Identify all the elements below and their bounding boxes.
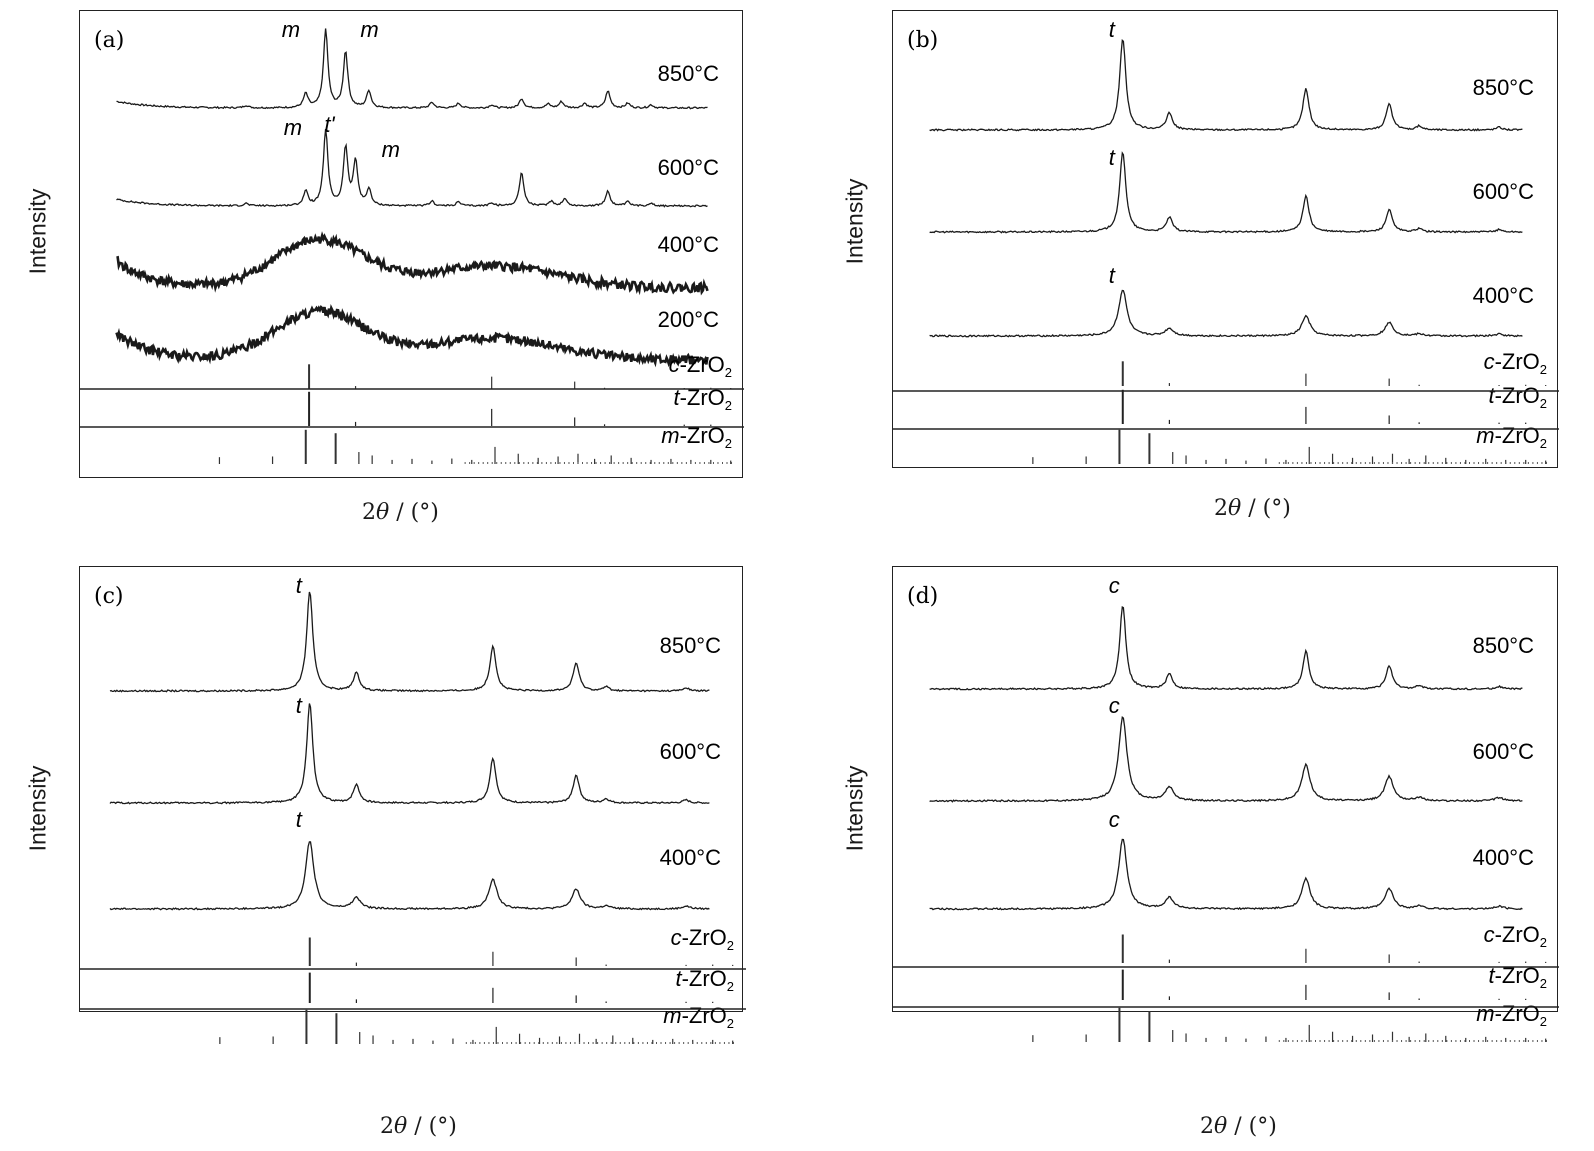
plot-frame-a: (a) 850°C m m 600°C m t' m 400°C 200°C c-ZrO2 t-ZrO… (79, 10, 744, 478)
reference-label: c-ZrO2 (669, 352, 732, 380)
peak-label: m (282, 17, 300, 42)
y-axis-label: Intensity (24, 765, 51, 852)
peak-label: m (360, 17, 378, 42)
panel-label: (b) (907, 28, 938, 53)
series-3-trace (116, 231, 709, 296)
peak-label: t (1109, 17, 1116, 42)
series-1-trace (929, 38, 1523, 132)
series-2-trace (109, 703, 710, 805)
series-label: 600°C (1473, 739, 1535, 764)
series-label: 400°C (658, 232, 720, 257)
y-axis-label: Intensity (24, 188, 51, 275)
peak-label: t (1109, 263, 1116, 288)
peak-label: t (296, 693, 303, 718)
panel-label: (c) (94, 584, 124, 609)
x-axis-label: 2θ / (°) (380, 1114, 457, 1139)
x-axis-label: 2θ / (°) (1200, 1114, 1277, 1139)
peak-label: t (296, 573, 303, 598)
series-label: 850°C (1473, 633, 1535, 658)
xrd-plot-c: (c) 850°C t 600°C t 400°C t c-ZrO2 t-ZrO2 m-ZrO2 (80, 573, 746, 1044)
plot-frame-b: (b) 850°C t 600°C t 400°C t c-ZrO2 t-ZrO2 m-ZrO2 (892, 10, 1559, 468)
plot-frame-d: (d) 850°C c 600°C c 400°C c c-ZrO2 t-ZrO2 m-ZrO2 (892, 566, 1559, 1042)
xrd-plot-b: (b) 850°C t 600°C t 400°C t c-ZrO2 t-ZrO2 m-ZrO2 (893, 17, 1559, 464)
series-3-trace (929, 289, 1523, 338)
series-label: 400°C (1473, 845, 1535, 870)
reference-label: t-ZrO2 (675, 966, 734, 994)
series-label: 400°C (660, 845, 722, 870)
panel-label: (d) (907, 584, 938, 609)
series-label: 200°C (658, 307, 720, 332)
x-axis-label: 2θ / (°) (362, 500, 439, 525)
reference-label: t-ZrO2 (1488, 383, 1547, 411)
peak-label: t (1109, 145, 1116, 170)
series-label: 600°C (1473, 179, 1535, 204)
series-3-trace (109, 841, 710, 911)
series-label: 850°C (658, 61, 720, 86)
peak-label: m (382, 137, 400, 162)
series-3-trace (929, 838, 1523, 911)
y-axis-label: Intensity (841, 765, 868, 852)
series-label: 600°C (660, 739, 722, 764)
series-2-trace (929, 151, 1523, 234)
series-1-trace (116, 28, 708, 110)
reference-label: m-ZrO2 (1476, 423, 1547, 451)
series-label: 600°C (658, 155, 720, 180)
peak-label: t' (324, 112, 335, 137)
reference-label: m-ZrO2 (1476, 1001, 1547, 1029)
peak-label: t (296, 807, 303, 832)
series-4-trace (115, 303, 709, 368)
reference-label: c-ZrO2 (671, 925, 734, 953)
peak-label: c (1109, 807, 1120, 832)
reference-label: m-ZrO2 (663, 1003, 734, 1031)
panel-label: (a) (94, 28, 124, 53)
peak-label: c (1109, 573, 1120, 598)
peak-label: c (1109, 693, 1120, 718)
reference-label: c-ZrO2 (1484, 922, 1547, 950)
reference-label: c-ZrO2 (1484, 349, 1547, 377)
x-axis-label: 2θ / (°) (1214, 496, 1291, 521)
y-axis-label: Intensity (841, 178, 868, 265)
peak-label: m (284, 115, 302, 140)
series-1-trace (929, 605, 1523, 691)
series-1-trace (109, 591, 710, 693)
series-label: 850°C (660, 633, 722, 658)
plot-frame-c: (c) 850°C t 600°C t 400°C t c-ZrO2 t-ZrO2 m-ZrO2 (79, 566, 746, 1044)
series-2-trace (116, 128, 708, 208)
series-label: 850°C (1473, 75, 1535, 100)
series-2-trace (929, 715, 1523, 803)
series-label: 400°C (1473, 283, 1535, 308)
